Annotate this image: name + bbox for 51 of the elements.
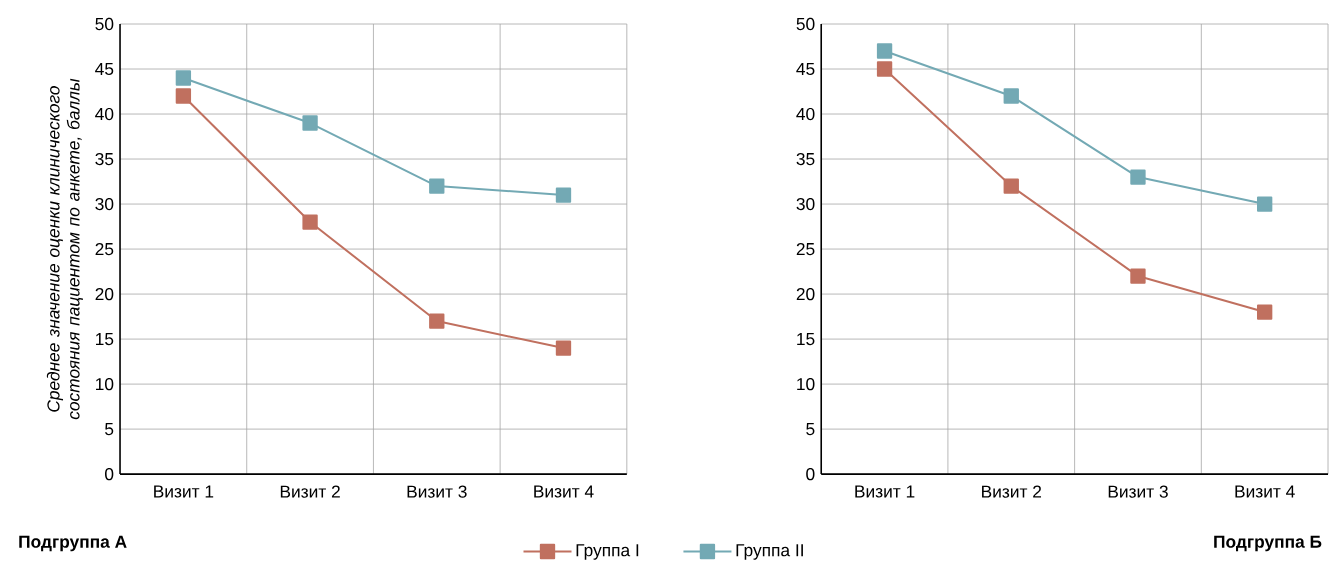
y-tick-label: 0 [105,467,114,481]
x-tick-label: Визит 2 [982,485,1042,498]
y-tick-label: 10 [96,377,114,391]
x-tick-label: Визит 1 [154,485,214,498]
legend-label: Группа I [576,544,639,560]
x-tick-label: Визит 4 [534,485,594,498]
y-tick-label: 50 [796,17,815,31]
point [175,70,192,86]
y-tick-label: 30 [796,197,815,211]
legend-label: Группа II [736,544,803,560]
point [429,178,445,194]
y-tick-label: 30 [95,197,114,211]
point [1130,169,1146,185]
point [175,88,192,104]
y-tick-label: 5 [105,423,114,436]
y-tick-label: 25 [95,242,114,256]
x-tick-label: Визит 3 [1108,485,1168,498]
y-tick-label: 5 [806,423,815,436]
y-tick-label: 40 [95,107,114,121]
y-tick-label: 50 [95,17,114,31]
y-tick-label: 0 [806,467,815,481]
point [876,61,893,77]
point [429,313,445,329]
point [555,340,572,356]
y-tick-label: 35 [95,152,114,166]
point [1130,268,1146,284]
point [302,214,318,230]
y-tick-label: 45 [796,62,815,75]
point [1003,88,1019,104]
text: Подгруппа Б [1214,535,1322,552]
text: Подгруппа А [19,535,127,552]
y-tick-label: 20 [796,287,815,301]
y-tick-label: 45 [95,62,114,75]
point [1257,196,1273,212]
x-tick-label: Визит 3 [407,485,467,498]
y-tick-label: 15 [96,332,114,346]
y-tick-label: 20 [95,287,114,301]
y-tick-label: 35 [796,152,815,166]
y-tick-label: 10 [797,377,815,391]
y-tick-label: 15 [797,332,815,346]
point [555,187,572,203]
y-tick-label: 40 [796,107,815,121]
point [302,115,318,131]
y-tick-label: 25 [796,242,815,256]
point [1003,178,1019,194]
point [876,43,893,59]
x-tick-label: Визит 4 [1235,485,1295,498]
point [1257,304,1273,320]
y-axis-title: Среднее значение оценки клинического состояния пациентом по анкете, баллы [46,78,83,420]
x-tick-label: Визит 1 [855,485,915,498]
x-tick-label: Визит 2 [280,485,340,498]
